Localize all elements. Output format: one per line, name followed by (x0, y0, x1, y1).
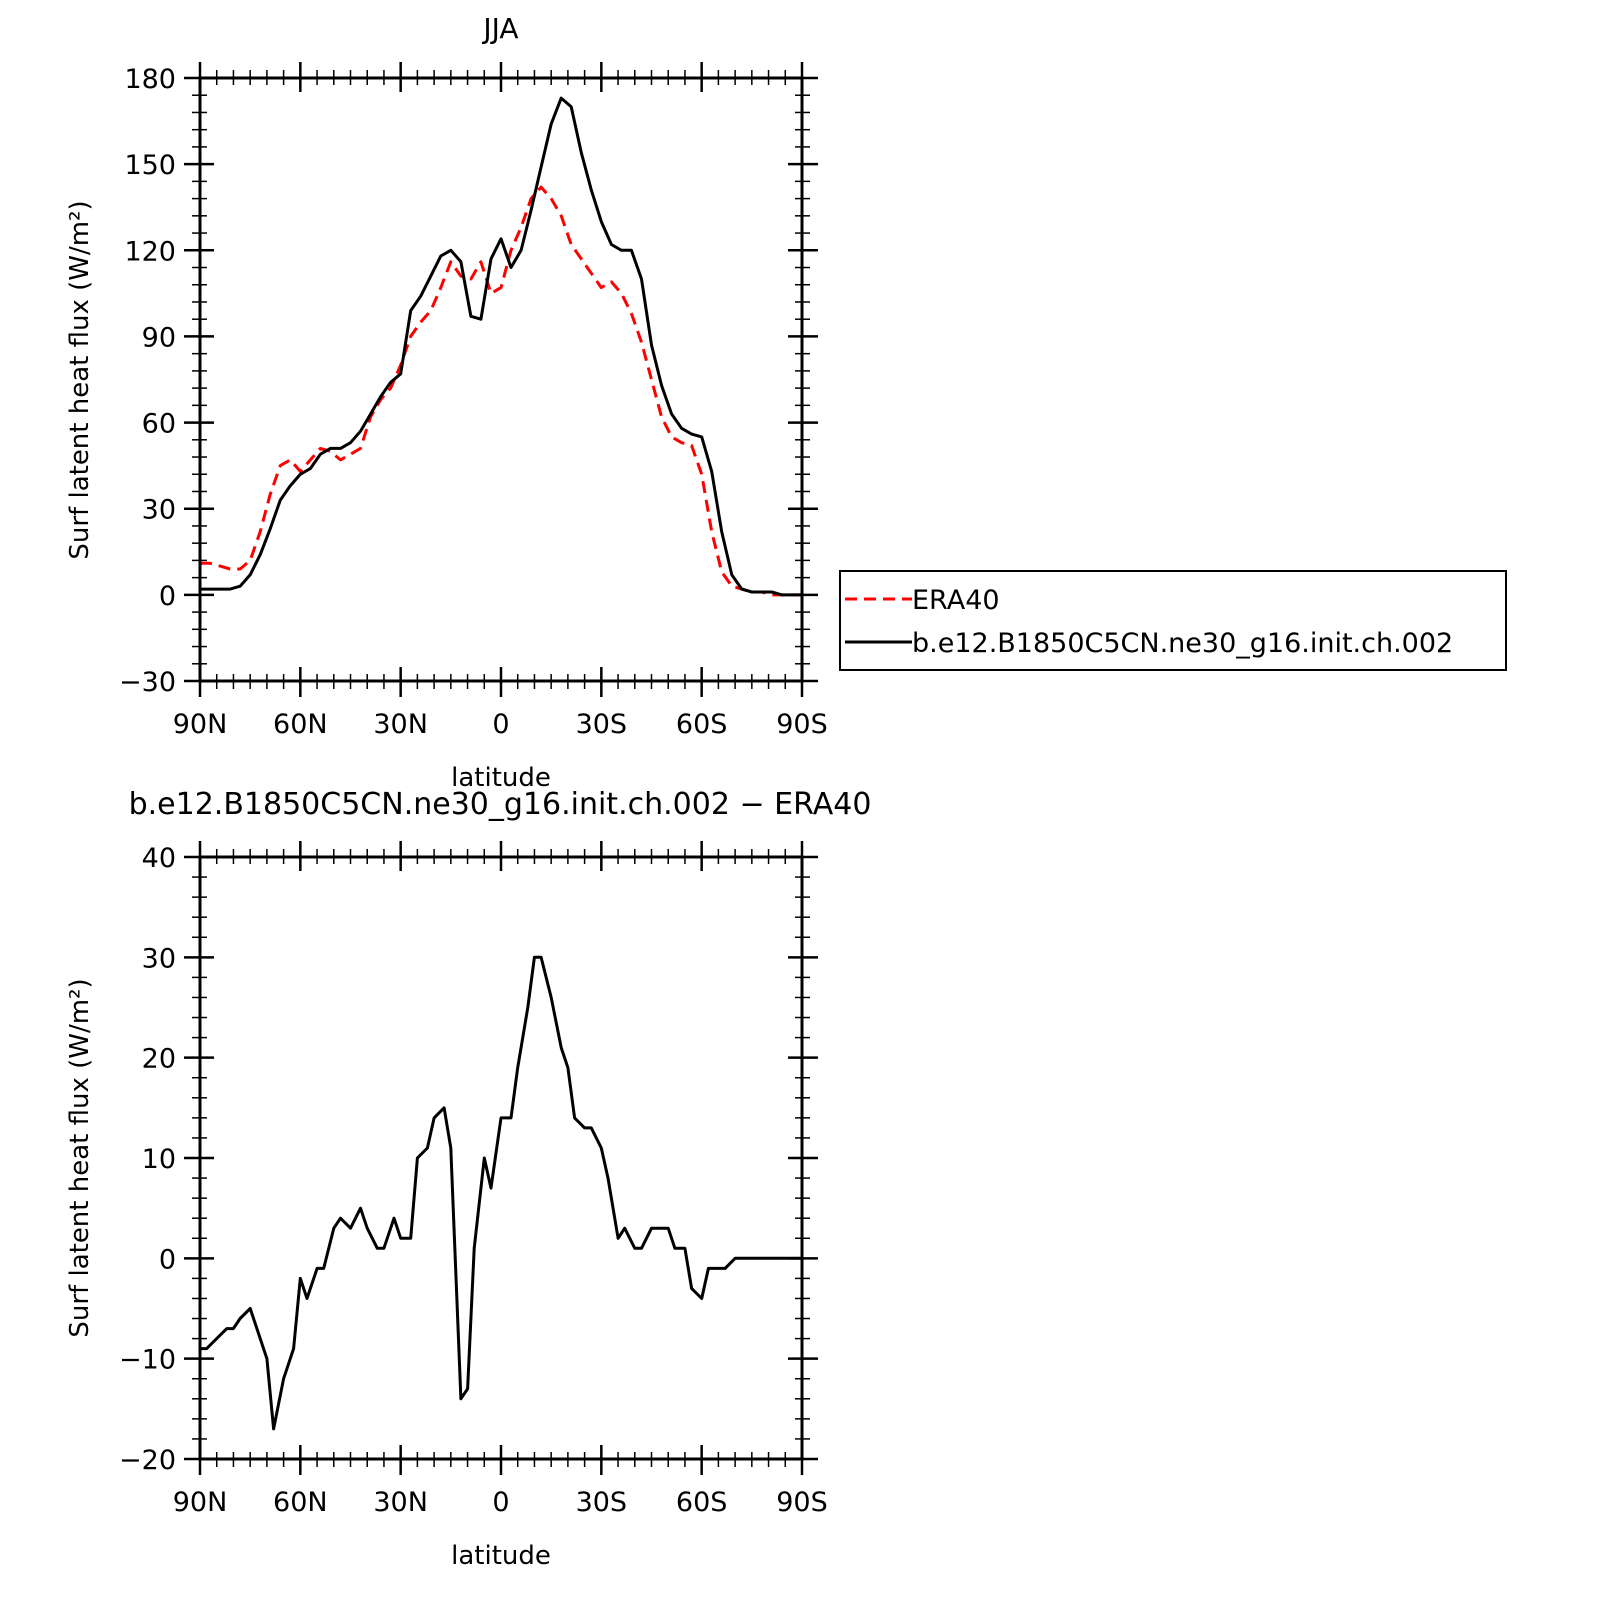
bottom-title: b.e12.B1850C5CN.ne30_g16.init.ch.002 − E… (129, 787, 872, 822)
top-x-axis-label: latitude (451, 763, 551, 793)
top-x-tick-label: 90S (776, 709, 828, 740)
top-y-tick-label: 180 (124, 64, 176, 95)
top-y-tick-label: 120 (124, 236, 176, 267)
top-series-line-0 (200, 185, 802, 597)
bottom-x-tick-label: 30N (373, 1487, 428, 1518)
bottom-y-tick-label: −20 (119, 1445, 176, 1476)
bottom-ticks: 40 30 20 10 0 −10 −20 90N 60N 30N 0 30S 60S 90S (119, 841, 828, 1518)
top-y-tick-label: 150 (124, 150, 176, 181)
bottom-x-tick-label: 30S (576, 1487, 628, 1518)
top-x-tick-label: 30N (373, 709, 428, 740)
top-y-axis-label: Surf latent heat flux (W/m²) (65, 200, 95, 559)
bottom-frame (198, 855, 804, 1461)
top-ticks: 180 150 120 90 60 30 0 −30 90N 60N 30N 0 30S 60S 90S (119, 62, 828, 740)
legend-box (839, 570, 1507, 671)
bottom-y-tick-label: 30 (142, 943, 176, 974)
top-y-tick-label: −30 (119, 667, 176, 698)
bottom-panel: b.e12.B1850C5CN.ne30_g16.init.ch.002 − E… (65, 787, 871, 1571)
top-x-tick-label: 30S (576, 709, 628, 740)
bottom-y-tick-label: 40 (142, 843, 176, 874)
top-x-tick-label: 60N (273, 709, 328, 740)
bottom-x-tick-label: 90N (173, 1487, 228, 1518)
bottom-x-tick-label: 90S (776, 1487, 828, 1518)
top-y-tick-label: 30 (142, 495, 176, 526)
legend-label-era40: ERA40 (912, 585, 1000, 616)
bottom-x-tick-label: 60N (273, 1487, 328, 1518)
top-title: JJA (481, 12, 518, 45)
top-y-tick-label: 60 (142, 409, 176, 440)
bottom-x-tick-label: 0 (492, 1487, 509, 1518)
bottom-plot-area (200, 955, 802, 1431)
legend: ERA40 b.e12.B1850C5CN.ne30_g16.init.ch.0… (839, 570, 1507, 671)
bottom-y-tick-label: 0 (159, 1244, 176, 1275)
bottom-y-tick-label: 10 (142, 1144, 176, 1175)
top-y-tick-label: 0 (159, 581, 176, 612)
top-panel: JJA 180 150 120 90 60 30 0 −30 90N 60N 30N 0 30S 60S 9… (65, 12, 828, 793)
top-series-line-1 (200, 96, 802, 597)
top-frame (198, 76, 804, 683)
legend-label-model: b.e12.B1850C5CN.ne30_g16.init.ch.002 (912, 628, 1453, 659)
bottom-y-axis-label: Surf latent heat flux (W/m²) (65, 978, 95, 1337)
bottom-y-tick-label: −10 (119, 1345, 176, 1376)
bottom-y-tick-label: 20 (142, 1044, 176, 1075)
bottom-x-tick-label: 60S (676, 1487, 728, 1518)
top-y-tick-label: 90 (142, 322, 176, 353)
top-x-tick-label: 0 (492, 709, 509, 740)
bottom-x-axis-label: latitude (451, 1541, 551, 1571)
top-plot-area (200, 96, 802, 597)
top-x-tick-label: 60S (676, 709, 728, 740)
top-x-tick-label: 90N (173, 709, 228, 740)
bottom-series-line-0 (200, 955, 802, 1431)
